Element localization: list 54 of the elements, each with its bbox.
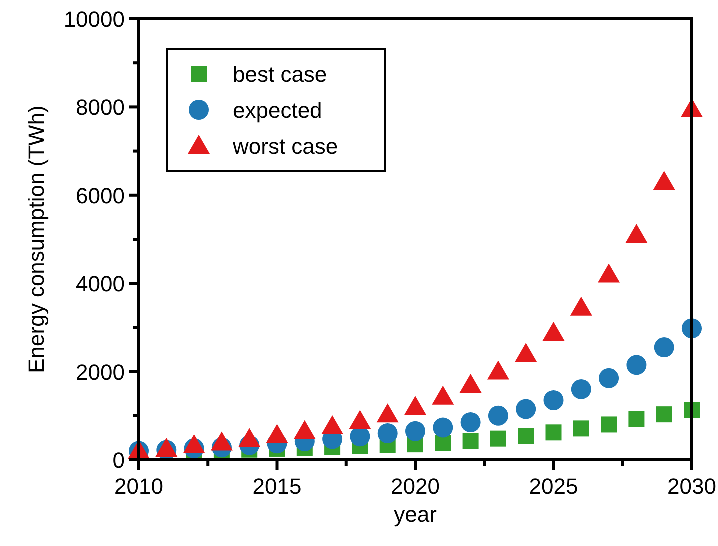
point xyxy=(571,379,592,400)
point xyxy=(238,428,261,448)
x-tick-label: 2015 xyxy=(252,474,302,499)
point xyxy=(544,390,564,410)
point xyxy=(490,430,506,447)
point xyxy=(406,421,426,442)
point xyxy=(628,411,645,428)
point xyxy=(460,374,482,394)
y-tick-label: 6000 xyxy=(76,183,125,208)
point xyxy=(515,343,538,362)
point xyxy=(573,420,590,437)
point xyxy=(546,424,562,441)
point xyxy=(349,410,372,430)
point xyxy=(626,224,648,244)
point xyxy=(626,355,647,376)
point xyxy=(322,415,344,434)
point xyxy=(294,420,316,440)
point xyxy=(183,434,206,454)
point xyxy=(598,264,620,283)
x-axis-title: year xyxy=(394,502,437,527)
point xyxy=(542,322,565,341)
point xyxy=(433,418,454,438)
point xyxy=(487,360,510,380)
point xyxy=(488,406,508,426)
y-tick-label: 8000 xyxy=(76,95,125,120)
y-axis-title: Energy consumption (TWh) xyxy=(24,106,49,374)
y-tick-label: 0 xyxy=(112,448,125,473)
point xyxy=(460,412,481,433)
point xyxy=(156,438,178,457)
point xyxy=(601,416,618,433)
x-tick-label: 2010 xyxy=(114,474,164,499)
legend-label: worst case xyxy=(232,134,338,159)
y-tick-label: 10000 xyxy=(64,7,125,32)
point xyxy=(378,424,398,444)
legend-label: best case xyxy=(233,62,328,87)
point xyxy=(432,386,454,405)
point xyxy=(654,338,674,358)
x-tick-label: 2025 xyxy=(529,474,578,499)
point xyxy=(570,296,592,316)
point xyxy=(653,171,676,190)
point xyxy=(404,396,426,416)
point xyxy=(599,368,620,388)
point xyxy=(210,432,233,451)
y-tick-label: 4000 xyxy=(76,272,125,297)
point xyxy=(516,399,536,420)
point xyxy=(266,424,288,444)
point xyxy=(376,404,399,423)
legend-label: expected xyxy=(233,98,322,123)
point xyxy=(462,433,479,450)
point xyxy=(656,406,672,423)
x-tick-label: 2020 xyxy=(391,474,440,499)
y-tick-label: 2000 xyxy=(76,360,125,385)
point xyxy=(518,428,534,444)
x-tick-label: 2030 xyxy=(668,474,716,499)
